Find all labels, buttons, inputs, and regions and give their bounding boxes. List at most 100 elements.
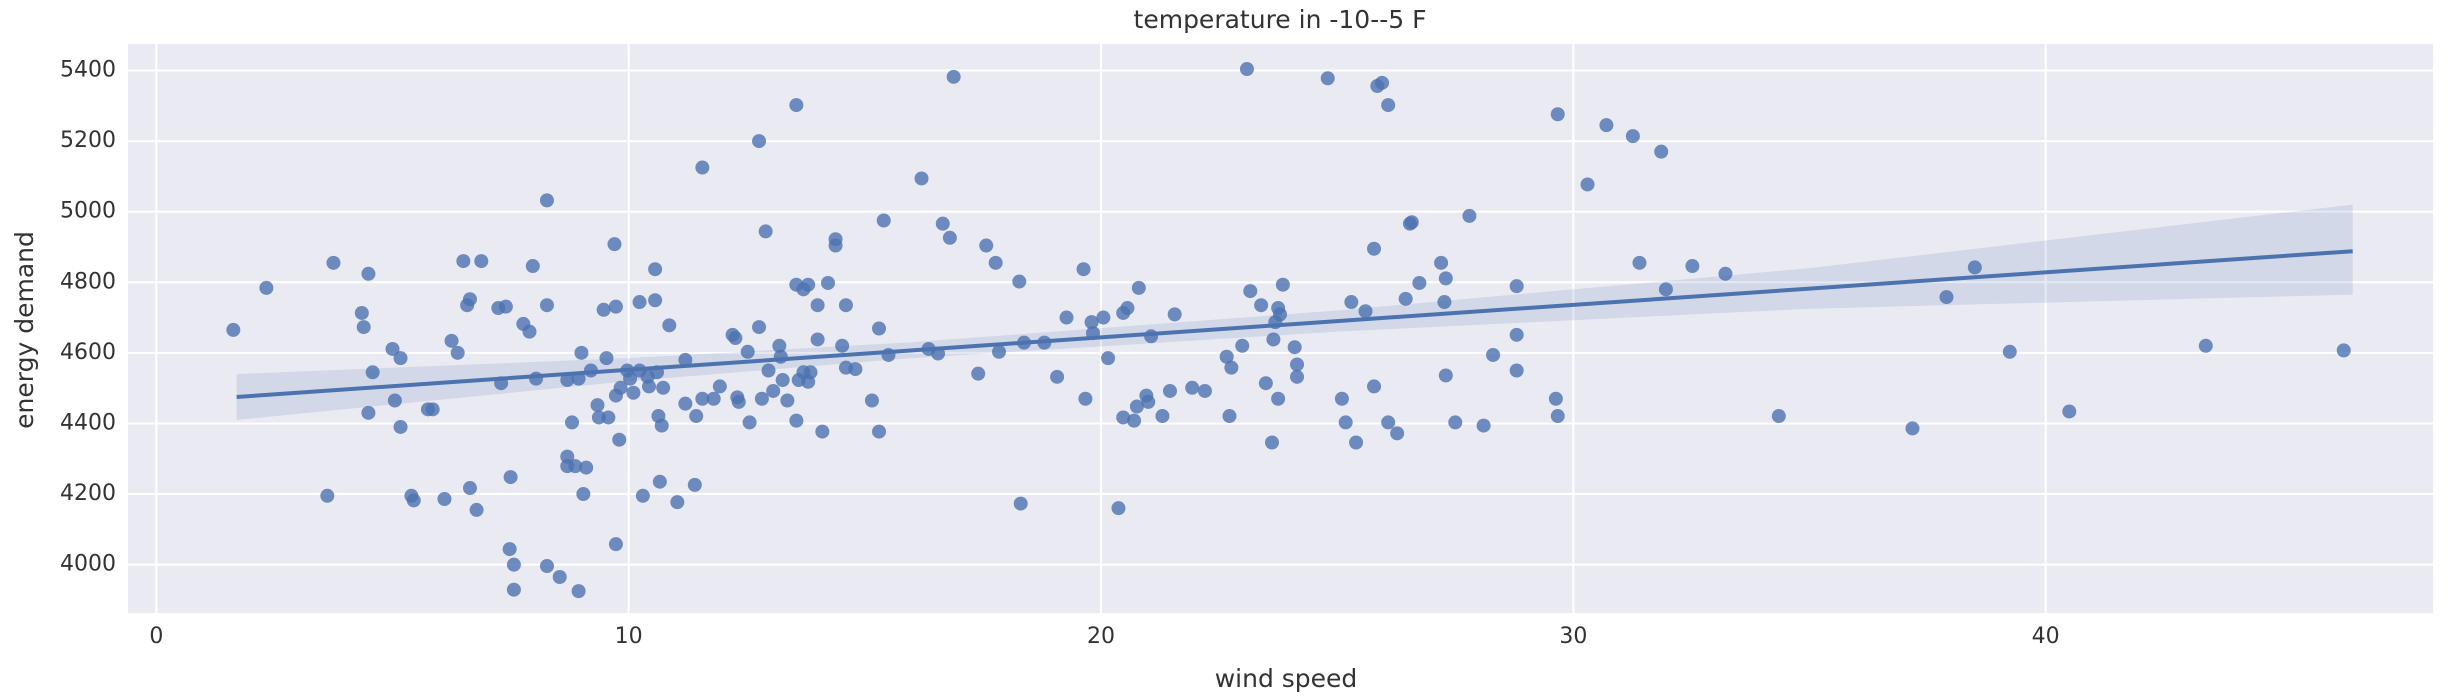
- scatter-point: [356, 320, 371, 335]
- scatter-point: [1548, 391, 1563, 406]
- scatter-point: [1358, 304, 1373, 319]
- scatter-point: [835, 338, 850, 353]
- scatter-point: [1486, 347, 1501, 362]
- scatter-point: [1476, 418, 1491, 433]
- scatter-point: [942, 230, 957, 245]
- scatter-point: [393, 419, 408, 434]
- scatter-point: [752, 320, 767, 335]
- scatter-point: [654, 418, 669, 433]
- scatter-point: [320, 488, 335, 503]
- y-tick-label: 4400: [60, 410, 116, 435]
- scatter-point: [1266, 332, 1281, 347]
- scatter-point: [354, 305, 369, 320]
- scatter-point: [761, 363, 776, 378]
- scatter-point: [810, 298, 825, 313]
- scatter-point: [1550, 107, 1565, 122]
- scatter-point: [706, 391, 721, 406]
- scatter-point: [560, 373, 575, 388]
- scatter-point: [815, 424, 830, 439]
- scatter-point: [946, 69, 961, 84]
- scatter-point: [1155, 409, 1170, 424]
- scatter-point: [590, 398, 605, 413]
- scatter-point: [754, 391, 769, 406]
- scatter-point: [522, 324, 537, 339]
- y-tick-label: 4600: [60, 340, 116, 365]
- scatter-point: [1222, 409, 1237, 424]
- scatter-point: [576, 487, 591, 502]
- scatter-point: [1224, 360, 1239, 375]
- scatter-point: [1381, 98, 1396, 113]
- scatter-point: [525, 259, 540, 274]
- scatter-point: [1509, 279, 1524, 294]
- scatter-point: [2198, 338, 2213, 353]
- scatter-point: [1162, 383, 1177, 398]
- scatter-point: [393, 351, 408, 366]
- scatter-point: [1273, 307, 1288, 322]
- scatter-point: [612, 432, 627, 447]
- scatter-point: [864, 393, 879, 408]
- scatter-point: [226, 322, 241, 337]
- scatter-point: [712, 379, 727, 394]
- scatter-point: [670, 495, 685, 510]
- scatter-point: [632, 295, 647, 310]
- scatter-point: [1271, 391, 1286, 406]
- scatter-point: [641, 379, 656, 394]
- scatter-point: [2062, 404, 2077, 419]
- scatter-point: [652, 474, 667, 489]
- scatter-point: [539, 193, 554, 208]
- scatter-point: [742, 415, 757, 430]
- scatter-point: [456, 254, 471, 269]
- scatter-point: [1367, 241, 1382, 256]
- scatter-point: [914, 171, 929, 186]
- scatter-point: [450, 345, 465, 360]
- scatter-point: [678, 396, 693, 411]
- scatter-point: [626, 385, 641, 400]
- scatter-point: [1243, 284, 1258, 299]
- scatter-point: [801, 277, 816, 292]
- scatter-point: [1167, 307, 1182, 322]
- scatter-point: [1290, 369, 1305, 384]
- scatter-point: [1096, 310, 1111, 325]
- scatter-point: [599, 351, 614, 366]
- scatter-point: [971, 366, 986, 381]
- scatter-point: [876, 213, 891, 228]
- scatter-point: [613, 380, 628, 395]
- x-tick-label: 0: [149, 624, 163, 649]
- scatter-point: [656, 380, 671, 395]
- scatter-point: [780, 393, 795, 408]
- scatter-point: [1050, 369, 1065, 384]
- scatter-point: [1059, 310, 1074, 325]
- grid: [128, 44, 2433, 613]
- regression-line: [236, 249, 2353, 399]
- scatter-point: [462, 481, 477, 496]
- scatter-point: [662, 318, 677, 333]
- x-tick-label: 30: [1559, 624, 1587, 649]
- scatter-point: [758, 224, 773, 239]
- scatter-point: [361, 266, 376, 281]
- scatter-point: [539, 559, 554, 574]
- scatter-point: [1320, 71, 1335, 86]
- scatter-point: [1448, 415, 1463, 430]
- scatter-point: [1367, 379, 1382, 394]
- scatter-point: [803, 365, 818, 380]
- scatter-point: [623, 371, 638, 386]
- scatter-point: [502, 542, 517, 557]
- scatter-point: [1334, 391, 1349, 406]
- scatter-point: [506, 557, 521, 572]
- scatter-point: [406, 493, 421, 508]
- scatter-point: [838, 298, 853, 313]
- scatter-point: [326, 255, 341, 270]
- scatter-point: [1258, 376, 1273, 391]
- scatter-point: [552, 569, 567, 584]
- confidence-band: [236, 204, 2353, 420]
- scatter-point: [474, 254, 489, 269]
- scatter-point: [437, 491, 452, 506]
- scatter-point: [1101, 351, 1116, 366]
- scatter-point: [872, 424, 887, 439]
- scatter-point: [1290, 357, 1305, 372]
- scatter-point: [1185, 380, 1200, 395]
- scatter-point: [1390, 426, 1405, 441]
- scatter-point: [1287, 340, 1302, 355]
- scatter-point: [1625, 129, 1640, 144]
- scatter-point: [1219, 349, 1234, 364]
